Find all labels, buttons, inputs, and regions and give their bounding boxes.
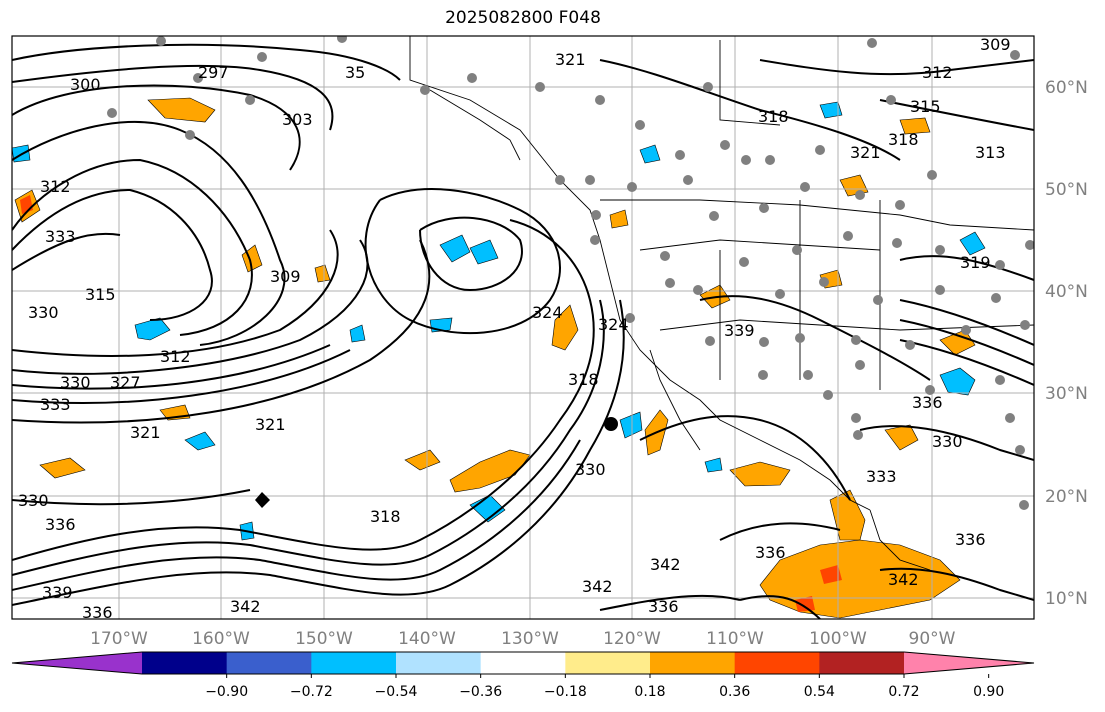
lon-tick-label: 110°W xyxy=(706,629,764,649)
contour-label: 297 xyxy=(198,63,229,82)
contour-label: 342 xyxy=(888,570,919,589)
colorbar-tick-label: −0.36 xyxy=(459,684,502,700)
lon-tick-label: 140°W xyxy=(398,629,456,649)
map-frame xyxy=(11,35,1035,620)
colorbar-tick-label: −0.72 xyxy=(290,684,333,700)
contour-label: 342 xyxy=(650,555,681,574)
contour-label: 312 xyxy=(40,177,71,196)
colorbar-segment xyxy=(396,652,482,674)
theta-contours xyxy=(12,43,1034,619)
lat-tick-label: 10°N xyxy=(1045,589,1088,609)
colorbar-segment xyxy=(226,652,312,674)
colorbar-segment xyxy=(734,652,820,674)
contour-label: 319 xyxy=(960,253,991,272)
contour-label-group: 300 297 303 312 333 330 315 309 312 330 … xyxy=(18,35,1011,622)
marker-black xyxy=(255,417,618,508)
contour-label: 312 xyxy=(160,347,191,366)
contour-label: 342 xyxy=(230,597,261,616)
station-markers xyxy=(107,36,1034,510)
contour-label: 330 xyxy=(575,460,606,479)
contour-label: 339 xyxy=(724,321,755,340)
contour-label: 315 xyxy=(910,97,941,116)
lon-tick-label: 170°W xyxy=(90,629,148,649)
colorbar-segment xyxy=(480,652,566,674)
lat-tick-label: 40°N xyxy=(1045,282,1088,302)
coastlines xyxy=(409,36,1034,571)
contour-label: 324 xyxy=(598,315,629,334)
contour-label: 315 xyxy=(85,285,116,304)
contour-label: 312 xyxy=(922,63,953,82)
colorbar-segment xyxy=(819,652,905,674)
contour-label: 313 xyxy=(975,143,1006,162)
colorbar-tick-label: 0.72 xyxy=(888,684,919,700)
map-panel: 300 297 303 312 333 330 315 309 312 330 … xyxy=(12,35,1034,622)
contour-label: 300 xyxy=(70,75,101,94)
contour-label: 321 xyxy=(850,143,881,162)
lat-tick-label: 50°N xyxy=(1045,180,1088,200)
contour-label: 321 xyxy=(555,50,586,69)
colorbar-tick-label: 0.54 xyxy=(804,684,835,700)
contour-label: 336 xyxy=(82,603,113,622)
contour-label: 339 xyxy=(42,583,73,602)
contour-label: 336 xyxy=(912,393,943,412)
contour-label: 309 xyxy=(980,35,1011,54)
colorbar-extend-low xyxy=(12,652,142,674)
contour-label: 333 xyxy=(40,395,71,414)
lon-tick-label: 130°W xyxy=(501,629,559,649)
contour-label: 333 xyxy=(866,467,897,486)
contour-label: 321 xyxy=(255,415,286,434)
contour-label: 35 xyxy=(345,63,365,82)
contour-label: 318 xyxy=(568,370,599,389)
lon-axis: 170°W 160°W 150°W 140°W 130°W 120°W 110°… xyxy=(90,629,956,649)
lat-tick-label: 30°N xyxy=(1045,384,1088,404)
contour-label: 342 xyxy=(582,577,613,596)
lat-tick-label: 20°N xyxy=(1045,487,1088,507)
contour-label: 333 xyxy=(45,227,76,246)
contour-label: 309 xyxy=(270,267,301,286)
colorbar-tick-label: 0.90 xyxy=(973,684,1004,700)
colorbar-tick-label: −0.54 xyxy=(375,684,418,700)
colorbar-segment xyxy=(311,652,397,674)
lon-tick-label: 150°W xyxy=(295,629,353,649)
contour-label: 336 xyxy=(45,515,76,534)
contour-label: 318 xyxy=(888,130,919,149)
contour-label: 327 xyxy=(110,373,141,392)
lon-tick-label: 160°W xyxy=(192,629,250,649)
colorbar-tick-label: −0.90 xyxy=(205,684,248,700)
contour-label: 321 xyxy=(130,423,161,442)
contour-label: 330 xyxy=(60,373,91,392)
colorbar-segment xyxy=(565,652,651,674)
contour-label: 330 xyxy=(18,491,49,510)
contour-label: 336 xyxy=(648,597,679,616)
colorbar-tick-label: 0.18 xyxy=(634,684,665,700)
contour-label: 330 xyxy=(932,432,963,451)
lat-tick-label: 60°N xyxy=(1045,78,1088,98)
lon-tick-label: 100°W xyxy=(809,629,867,649)
contour-label: 336 xyxy=(955,530,986,549)
lon-tick-label: 90°W xyxy=(909,629,956,649)
colorbar: −0.90 −0.72 −0.54 −0.36 −0.18 0.18 0.36 0.54 0.7… xyxy=(11,651,1035,700)
colorbar-extend-high xyxy=(904,652,1034,674)
colorbar-outline xyxy=(11,651,1035,675)
contour-label: 330 xyxy=(28,303,59,322)
graticule xyxy=(12,36,1034,619)
colorbar-tick-label: −0.18 xyxy=(544,684,587,700)
colorbar-segment xyxy=(142,652,228,674)
colorbar-segment xyxy=(650,652,736,674)
contour-label: 336 xyxy=(755,543,786,562)
contour-label: 324 xyxy=(532,303,563,322)
colorbar-tick-label: 0.36 xyxy=(719,684,750,700)
lat-axis: 60°N 50°N 40°N 30°N 20°N 10°N xyxy=(1045,78,1088,609)
lon-tick-label: 120°W xyxy=(603,629,661,649)
contour-label: 303 xyxy=(282,110,313,129)
negative-shading xyxy=(12,101,986,541)
contour-label: 318 xyxy=(758,107,789,126)
contour-label: 318 xyxy=(370,507,401,526)
figure-title: 2025082800 F048 xyxy=(445,8,601,28)
